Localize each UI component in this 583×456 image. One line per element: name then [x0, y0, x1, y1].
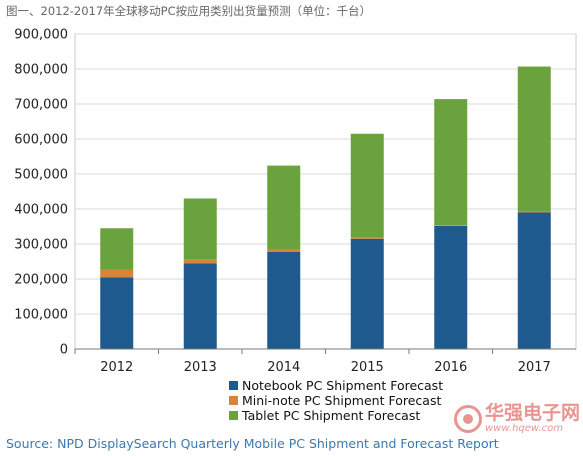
x-axis-tick-labels: 2012 2013 2014 2015 2016 2017: [74, 349, 551, 375]
x-tick-label: 2015: [351, 360, 384, 375]
watermark-logo-icon: [454, 404, 482, 433]
x-tick-label: 2014: [267, 360, 300, 375]
bars: [100, 66, 551, 349]
bar-segment-2014-series-2: [267, 165, 301, 250]
legend-item-mini-note: Mini-note PC Shipment Forecast: [229, 393, 443, 408]
legend-label-mini-note: Mini-note PC Shipment Forecast: [242, 393, 442, 408]
x-tick-label: 2012: [100, 360, 133, 375]
y-tick-label: 200,000: [14, 273, 68, 288]
y-tick-label: 0: [60, 343, 68, 358]
chart-title: 图一、2012-2017年全球移动PC按应用类别出货量预测（单位：千台）: [6, 4, 372, 18]
y-tick-label: 500,000: [14, 168, 68, 183]
plot-area-border: [74, 33, 577, 350]
y-tick-label: 100,000: [14, 308, 68, 323]
bar-segment-2017-series-2: [517, 66, 551, 212]
bar-segment-2015-series-2: [350, 133, 384, 238]
bar-segment-2015-series-0: [350, 238, 384, 349]
bar-segment-2014-series-1: [267, 249, 301, 252]
bar-segment-2016-series-1: [434, 225, 468, 226]
legend-label-notebook: Notebook PC Shipment Forecast: [242, 378, 444, 393]
x-tick-label: 2016: [434, 360, 467, 375]
bar-segment-2013-series-1: [183, 259, 217, 264]
legend-swatch-notebook: [229, 381, 238, 390]
legend-label-tablet: Tablet PC Shipment Forecast: [242, 408, 421, 423]
bar-segment-2012-series-0: [100, 277, 134, 349]
bar-segment-2012-series-2: [100, 228, 134, 270]
x-tick-label: 2017: [518, 360, 551, 375]
bar-segment-2013-series-2: [183, 198, 217, 260]
bar-segment-2013-series-0: [183, 263, 217, 349]
y-tick-label: 700,000: [14, 98, 68, 113]
legend-swatch-tablet: [229, 411, 238, 420]
gridlines: [75, 33, 576, 315]
watermark: 华强电子网 www.hqew.com: [454, 403, 580, 434]
bar-segment-2017-series-0: [517, 212, 551, 349]
bar-segment-2017-series-1: [517, 211, 551, 213]
legend-item-tablet: Tablet PC Shipment Forecast: [229, 408, 443, 423]
y-tick-label: 300,000: [14, 238, 68, 253]
y-tick-label: 800,000: [14, 63, 68, 78]
watermark-url: www.hqew.com: [485, 423, 563, 434]
y-tick-label: 600,000: [14, 133, 68, 148]
y-axis-tick-labels: 0 100,000 200,000 300,000 400,000 500,000 600,…: [14, 28, 68, 358]
watermark-text: 华强电子网: [485, 402, 581, 424]
y-tick-label: 900,000: [14, 28, 68, 43]
legend-swatch-mini-note: [229, 396, 238, 405]
bar-segment-2012-series-1: [100, 269, 134, 278]
legend: Notebook PC Shipment Forecast Mini-note …: [229, 378, 443, 423]
bar-segment-2016-series-2: [434, 99, 468, 226]
bar-segment-2014-series-0: [267, 251, 301, 349]
source-note: Source: NPD DisplaySearch Quarterly Mobi…: [6, 436, 499, 451]
bar-segment-2016-series-0: [434, 225, 468, 349]
legend-item-notebook: Notebook PC Shipment Forecast: [229, 378, 443, 393]
x-tick-label: 2013: [184, 360, 217, 375]
y-tick-label: 400,000: [14, 203, 68, 218]
bar-segment-2015-series-1: [350, 237, 384, 239]
